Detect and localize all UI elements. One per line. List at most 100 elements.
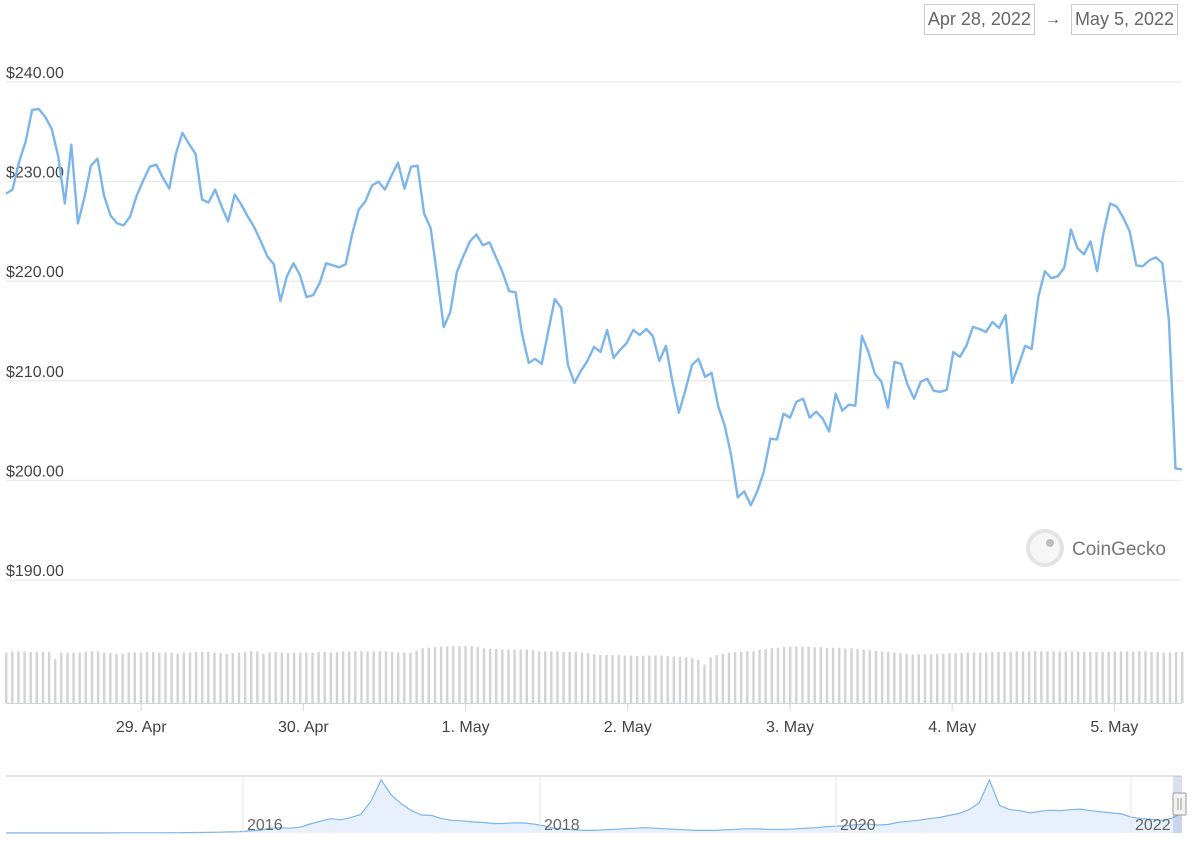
volume-bar: [519, 649, 522, 703]
volume-bar: [960, 653, 963, 703]
volume-bar: [880, 651, 884, 703]
volume-bar: [709, 657, 712, 703]
volume-bar: [776, 647, 780, 703]
volume-bar: [874, 650, 878, 703]
volume-bar: [819, 647, 822, 703]
navigator-handle[interactable]: [1172, 792, 1187, 816]
volume-bar: [1181, 652, 1184, 703]
volume-bar: [421, 648, 424, 703]
volume-bar: [372, 651, 375, 703]
volume-bar: [476, 647, 479, 703]
date-range-selector: Apr 28, 2022 → May 5, 2022: [923, 4, 1178, 35]
volume-bar: [219, 653, 222, 703]
volume-bar: [666, 656, 669, 703]
volume-bar: [1070, 651, 1074, 703]
watermark-text: CoinGecko: [1072, 539, 1166, 560]
volume-bar: [746, 651, 749, 703]
volume-bar: [158, 652, 161, 703]
volume-bar: [813, 647, 816, 703]
volume-bar: [1156, 652, 1159, 703]
volume-bar: [1034, 651, 1037, 703]
y-tick-label: $190.00: [6, 563, 64, 580]
volume-bar: [1046, 651, 1049, 703]
volume-bar: [764, 649, 767, 703]
volume-bar: [501, 649, 504, 703]
range-end-input[interactable]: May 5, 2022: [1070, 4, 1178, 35]
volume-bar: [691, 658, 694, 703]
volume-bar: [1162, 652, 1165, 703]
volume-bar: [84, 652, 87, 703]
volume-bar: [1095, 652, 1098, 703]
volume-bar: [90, 651, 94, 703]
volume-bar: [525, 649, 528, 703]
x-tick-label: 30. Apr: [278, 719, 329, 736]
volume-bar: [66, 652, 69, 703]
volume-bar: [831, 647, 835, 703]
volume-bar: [856, 649, 859, 703]
volume-bar: [703, 664, 706, 703]
volume-bar: [317, 652, 320, 703]
navigator-year-label: 2016: [247, 817, 283, 834]
volume-bar: [280, 652, 283, 703]
volume-bar: [807, 646, 810, 703]
volume-bar: [727, 652, 731, 703]
volume-bar: [1113, 651, 1116, 703]
volume-bar: [470, 646, 473, 703]
volume-bar: [458, 646, 461, 703]
volume-bar: [439, 646, 443, 703]
volume-bar: [997, 652, 1000, 703]
volume-bar: [115, 653, 118, 703]
volume-bar: [617, 655, 620, 703]
volume-bar: [629, 655, 633, 703]
navigator-area: [6, 780, 1182, 833]
volume-bar: [427, 647, 430, 703]
volume-bar: [899, 653, 902, 703]
y-tick-label: $210.00: [6, 364, 64, 381]
volume-bar: [733, 652, 737, 703]
volume-bar: [152, 652, 155, 703]
volume-bar: [1138, 651, 1141, 703]
volume-bar: [978, 652, 982, 703]
volume-bar: [936, 653, 939, 703]
volume-bar: [531, 650, 535, 703]
x-tick-label: 3. May: [766, 719, 814, 736]
volume-bar: [574, 652, 577, 703]
volume-bar: [72, 652, 75, 703]
volume-bar: [366, 651, 369, 703]
x-tick-label: 5. May: [1090, 719, 1138, 736]
volume-bar: [103, 652, 106, 703]
volume-bar: [452, 646, 455, 703]
x-axis-labels: 29. Apr 30. Apr 1. May 2. May 3. May 4. May 5.…: [116, 703, 1138, 736]
volume-bar: [1027, 651, 1031, 703]
volume-bar: [801, 646, 804, 703]
volume-bar: [580, 652, 584, 703]
volume-bar: [635, 656, 639, 703]
volume-bar: [292, 652, 296, 703]
volume-bar: [1144, 651, 1147, 703]
volume-bar: [145, 652, 149, 703]
volume-bar: [844, 648, 847, 703]
volume-bar: [599, 655, 602, 703]
volume-bar: [954, 653, 957, 703]
volume-bar: [170, 652, 173, 703]
range-navigator[interactable]: 2016 2018 2020 2022: [6, 775, 1187, 834]
range-start-input[interactable]: Apr 28, 2022: [923, 4, 1035, 35]
volume-bar: [378, 651, 381, 703]
volume-bar: [1125, 651, 1129, 703]
volume-bar: [488, 649, 492, 703]
volume-bar: [991, 652, 994, 703]
volume-bar: [194, 652, 198, 703]
x-tick-label: 4. May: [928, 719, 976, 736]
volume-bar: [1119, 651, 1123, 703]
volume-bar: [758, 649, 761, 703]
volume-bar: [593, 654, 596, 703]
volume-bar: [354, 651, 357, 703]
volume-bar: [139, 652, 143, 703]
volume-bar: [17, 651, 20, 703]
volume-bar: [176, 653, 179, 703]
volume-bar: [507, 649, 510, 703]
volume-bar: [409, 652, 412, 703]
volume-bar: [446, 646, 449, 703]
volume-bar: [311, 652, 314, 703]
volume-bar: [47, 652, 51, 703]
